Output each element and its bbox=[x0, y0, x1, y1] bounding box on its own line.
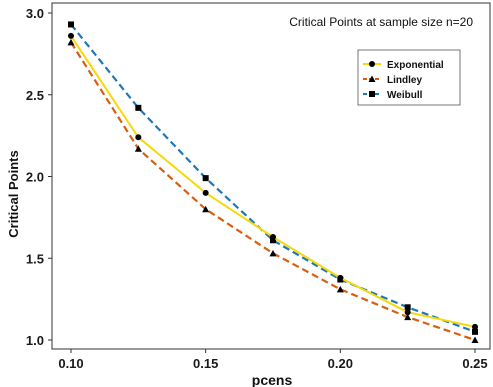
legend-marker-exponential bbox=[369, 61, 375, 67]
data-point-weibull bbox=[68, 21, 74, 28]
data-point-weibull bbox=[472, 328, 478, 335]
legend-label-exponential: Exponential bbox=[387, 60, 444, 71]
legend-item-lindley: Lindley bbox=[363, 75, 422, 86]
data-point-weibull bbox=[270, 237, 276, 244]
y-tick-label: 2.0 bbox=[26, 170, 44, 185]
data-point-exponential bbox=[404, 309, 411, 316]
legend-label-lindley: Lindley bbox=[387, 75, 422, 86]
series-exponential bbox=[68, 32, 478, 330]
data-point-lindley bbox=[336, 285, 344, 293]
series-lindley bbox=[67, 38, 479, 343]
data-point-exponential bbox=[202, 189, 209, 196]
y-axis-title: Critical Points bbox=[6, 150, 21, 237]
y-tick-label: 1.0 bbox=[26, 333, 44, 348]
data-point-lindley bbox=[269, 249, 277, 257]
x-tick-label: 0.10 bbox=[58, 356, 83, 371]
data-point-weibull bbox=[202, 175, 209, 182]
x-tick-label: 0.20 bbox=[328, 356, 353, 371]
data-point-lindley bbox=[67, 38, 75, 46]
data-point-exponential bbox=[135, 134, 142, 141]
legend-label-weibull: Weibull bbox=[387, 90, 423, 101]
data-point-exponential bbox=[270, 233, 276, 240]
data-point-lindley bbox=[471, 336, 479, 343]
x-axis-title: pcens bbox=[252, 372, 293, 387]
chart-annotation: Critical Points at sample size n=20 bbox=[289, 15, 473, 29]
data-point-weibull bbox=[135, 104, 142, 111]
data-point-exponential bbox=[68, 32, 74, 39]
data-point-weibull bbox=[404, 304, 411, 311]
legend-marker-lindley bbox=[368, 75, 376, 82]
y-tick-label: 1.5 bbox=[26, 251, 44, 266]
data-point-lindley bbox=[404, 313, 412, 321]
y-tick-label: 2.5 bbox=[26, 88, 44, 103]
x-tick-label: 0.25 bbox=[462, 356, 487, 371]
y-tick-label: 3.0 bbox=[26, 6, 44, 21]
data-point-exponential bbox=[472, 323, 478, 330]
legend-marker-weibull bbox=[369, 91, 375, 97]
data-point-lindley bbox=[134, 145, 142, 152]
legend: Exponential Lindley Weibull bbox=[357, 49, 461, 106]
data-point-lindley bbox=[202, 205, 210, 213]
data-point-exponential bbox=[337, 274, 344, 281]
series-layer bbox=[67, 21, 479, 343]
axis-ticks: 1.0 1.5 2.0 2.5 3.0 0.10 0.15 0.20 0.25 bbox=[26, 6, 488, 371]
x-tick-label: 0.15 bbox=[193, 356, 218, 371]
legend-item-exponential: Exponential bbox=[363, 60, 444, 71]
legend-item-weibull: Weibull bbox=[363, 90, 423, 101]
